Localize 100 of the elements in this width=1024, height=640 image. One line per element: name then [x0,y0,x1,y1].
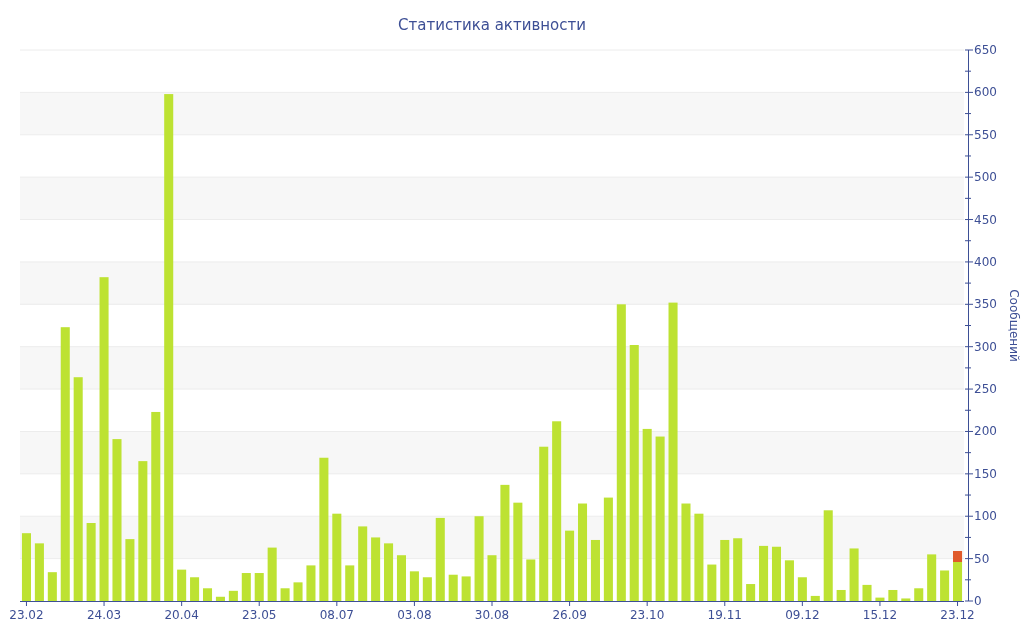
bar [578,503,588,601]
bar [940,570,950,601]
bar [513,502,523,601]
x-tick-label: 19.11 [707,608,742,622]
bar [629,345,639,601]
y-tick-label: 50 [974,551,990,566]
bar [164,94,174,601]
bar [616,304,626,601]
bar [409,571,419,601]
bar [190,577,200,601]
bar [21,533,31,601]
bar [784,560,794,601]
y-tick-label: 150 [974,466,997,481]
bar [293,582,303,601]
bar [655,436,665,601]
bar [306,565,316,601]
bar [836,589,846,601]
bar [280,588,290,601]
chart-title: Статистика активности [398,16,586,34]
bar [552,421,562,601]
bar [849,548,859,601]
bar [914,588,924,601]
bar [86,523,96,601]
y-tick-label: 650 [974,43,997,57]
y-tick-label: 300 [974,339,997,354]
bar [746,584,756,601]
bar [332,513,342,601]
bar [500,484,510,601]
bar [862,584,872,601]
y-tick-label: 250 [974,382,997,397]
x-tick-label: 24.03 [86,608,122,622]
bar [345,565,355,601]
bar [47,572,57,601]
bar [487,555,497,601]
x-tick-label: 08.07 [319,608,354,622]
x-tick-label: 26.09 [552,608,587,622]
bar [590,539,600,601]
y-tick-label: 0 [974,594,982,608]
bar [228,590,238,601]
bar [60,327,70,601]
bar [797,577,807,601]
bar [254,573,264,601]
x-tick-label: 20.04 [164,608,199,622]
bar [720,539,730,601]
bar [474,516,484,601]
bar [810,595,820,601]
x-tick-label: 23.12 [940,608,975,622]
bar [707,564,717,601]
x-tick-label: 15.12 [862,608,898,622]
bar [112,439,122,601]
bar [927,554,937,601]
bar [73,377,83,601]
y-tick-label: 200 [974,424,997,439]
bar [759,545,769,601]
bar [396,555,407,601]
bar [34,543,44,601]
bar [448,574,458,601]
bar [694,513,704,601]
bar [642,428,652,601]
y-axis-title: Сообщений [1007,289,1021,362]
bar [733,538,743,601]
y-tick-label: 400 [974,254,997,269]
bar [138,461,148,601]
bar [539,446,549,601]
bar [215,596,225,601]
bar [177,569,187,601]
y-tick-label: 500 [974,170,997,185]
x-tick-label: 23.05 [242,608,277,622]
bar [771,546,782,601]
bar [267,547,277,601]
x-tick-label: 23.10 [630,608,665,622]
bar [358,526,368,601]
x-tick-label: 23.02 [9,608,44,622]
bar [384,543,394,601]
bar [526,559,536,601]
x-tick-label: 30.08 [474,608,510,622]
bar [888,589,898,601]
bar [953,550,963,563]
bar [241,573,251,601]
bar [435,517,445,601]
bar [151,411,161,601]
bar [461,576,471,601]
bar [953,562,963,601]
bar [603,497,613,601]
y-tick-label: 100 [974,509,997,524]
y-tick-label: 350 [974,297,997,312]
bar [125,539,135,601]
bar [422,577,432,601]
bar [319,457,329,601]
y-tick-label: 450 [974,212,997,227]
bar [668,302,678,601]
x-tick-label: 03.08 [397,608,432,622]
bar [99,277,109,601]
x-tick-label: 09.12 [785,608,820,622]
bar [681,503,691,601]
bar [565,530,575,601]
bar [371,537,381,601]
y-tick-label: 550 [974,127,997,142]
bar [823,510,833,601]
y-tick-label: 600 [974,85,997,100]
